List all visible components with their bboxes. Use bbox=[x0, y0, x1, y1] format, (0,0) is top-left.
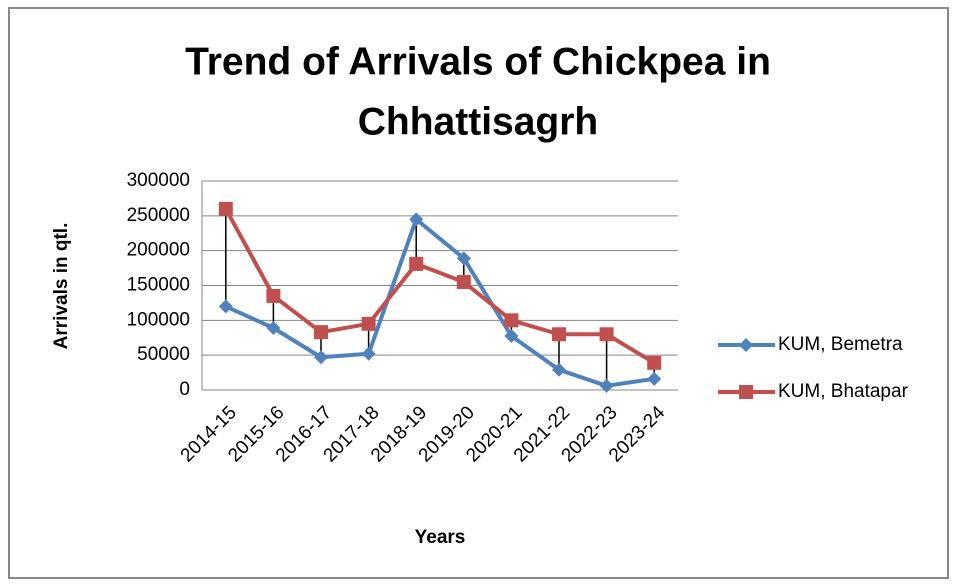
marker bbox=[552, 327, 566, 342]
marker bbox=[739, 338, 753, 352]
y-tick-label: 0 bbox=[179, 379, 190, 400]
marker bbox=[504, 313, 519, 328]
marker bbox=[409, 256, 424, 271]
y-tick-label: 300000 bbox=[127, 170, 190, 191]
marker bbox=[266, 288, 281, 303]
marker bbox=[504, 329, 519, 344]
marker bbox=[647, 355, 662, 370]
marker bbox=[218, 201, 233, 216]
marker bbox=[266, 320, 281, 335]
y-tick-label: 150000 bbox=[127, 275, 190, 296]
marker bbox=[409, 212, 424, 227]
series-line bbox=[224, 217, 655, 388]
marker bbox=[599, 327, 614, 342]
y-tick-label: 250000 bbox=[127, 205, 190, 226]
chart-title: Trend of Arrivals of Chickpea in bbox=[185, 40, 771, 83]
y-tick-label: 50000 bbox=[137, 344, 190, 365]
y-axis-label: Arrivals in qtl. bbox=[51, 223, 72, 350]
legend-label: KUM, Bemetra bbox=[778, 334, 903, 355]
marker bbox=[314, 325, 328, 340]
marker bbox=[314, 350, 328, 365]
y-tick-label: 100000 bbox=[127, 309, 190, 330]
marker bbox=[552, 362, 566, 377]
legend-label: KUM, Bhatapar bbox=[778, 381, 909, 402]
x-axis-label: Years bbox=[415, 527, 466, 548]
series-line bbox=[224, 207, 656, 365]
marker bbox=[456, 251, 471, 266]
marker bbox=[739, 385, 753, 399]
chart-title: Chhattisagrh bbox=[358, 100, 599, 143]
marker bbox=[361, 316, 376, 331]
marker bbox=[361, 346, 376, 361]
marker bbox=[647, 371, 662, 386]
marker bbox=[218, 299, 233, 314]
marker bbox=[599, 378, 614, 393]
marker bbox=[456, 275, 471, 290]
y-tick-label: 200000 bbox=[127, 240, 190, 261]
